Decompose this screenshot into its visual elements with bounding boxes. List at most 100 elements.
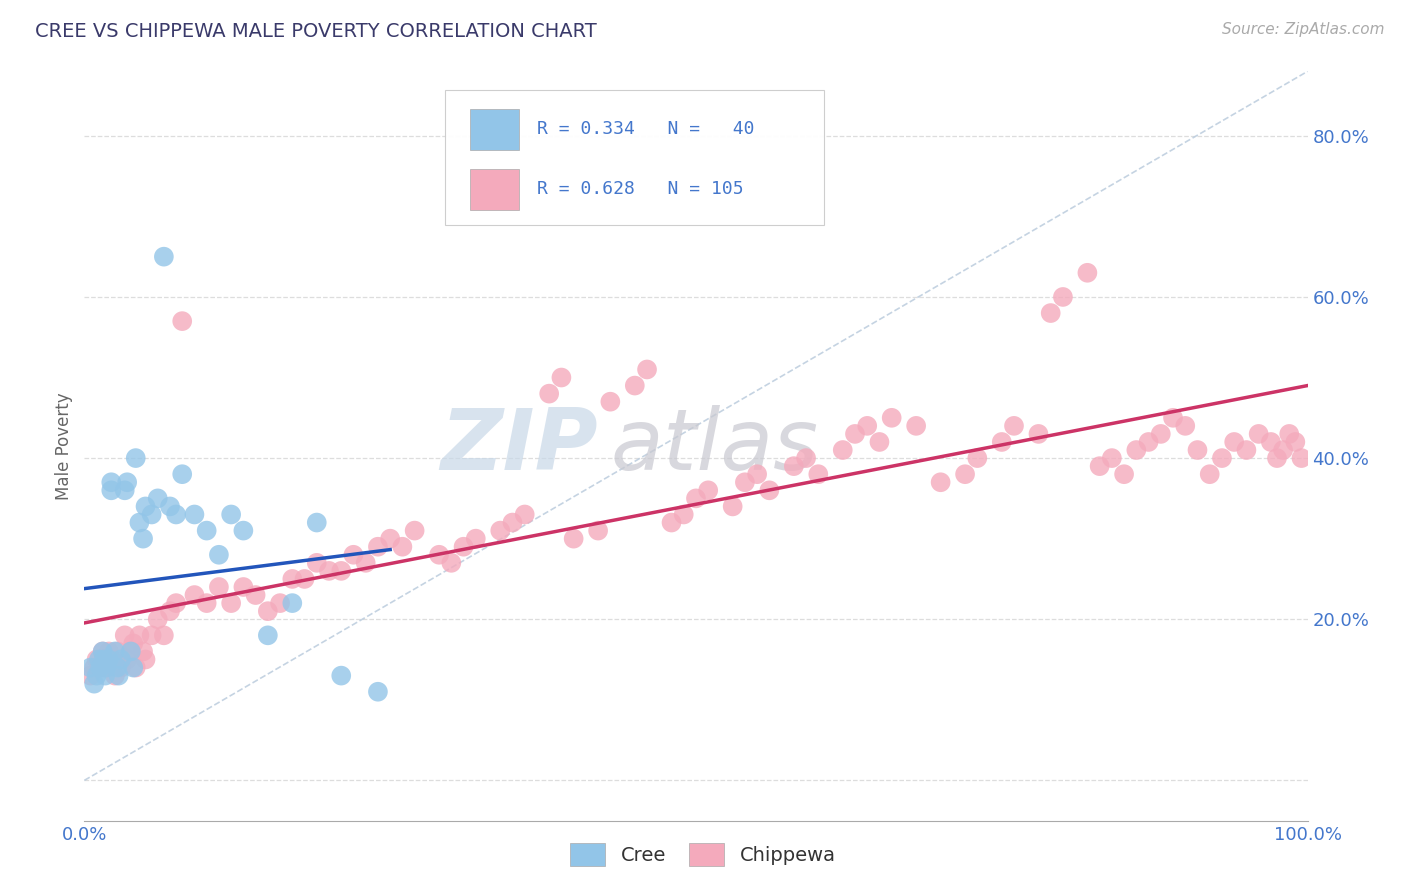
Point <box>330 564 353 578</box>
Point <box>87 652 110 666</box>
Point <box>586 524 609 538</box>
Point <box>122 636 145 650</box>
Point <box>159 604 181 618</box>
Point <box>672 508 695 522</box>
Point <box>1174 418 1197 433</box>
Point <box>141 628 163 642</box>
Point <box>105 644 128 658</box>
Point <box>367 684 389 698</box>
Text: R = 0.334   N =   40: R = 0.334 N = 40 <box>537 120 755 138</box>
Point <box>107 668 129 682</box>
Point <box>305 556 328 570</box>
Point <box>1002 418 1025 433</box>
Text: atlas: atlas <box>610 404 818 488</box>
Point <box>79 668 101 682</box>
Point <box>294 572 316 586</box>
Point <box>624 378 647 392</box>
Point <box>104 644 127 658</box>
Point <box>330 668 353 682</box>
Text: R = 0.628   N = 105: R = 0.628 N = 105 <box>537 180 744 198</box>
Point <box>219 508 242 522</box>
Point <box>685 491 707 506</box>
Point <box>1028 426 1050 441</box>
FancyBboxPatch shape <box>470 109 519 150</box>
Point <box>165 508 187 522</box>
Point <box>929 475 952 490</box>
Point <box>195 596 218 610</box>
Point <box>869 434 891 449</box>
Point <box>89 660 111 674</box>
Point <box>120 644 142 658</box>
Point <box>1150 426 1173 441</box>
Point <box>120 644 142 658</box>
Point <box>110 652 132 666</box>
Point <box>153 250 176 264</box>
Point <box>219 596 242 610</box>
Point <box>183 508 205 522</box>
Point <box>367 540 389 554</box>
Point <box>100 652 122 666</box>
Point <box>128 628 150 642</box>
Point <box>132 644 155 658</box>
Point <box>844 426 866 441</box>
Point <box>91 644 114 658</box>
Point <box>1198 467 1220 482</box>
Point <box>550 370 572 384</box>
Point <box>880 410 903 425</box>
Point <box>141 508 163 522</box>
Point <box>122 660 145 674</box>
Point <box>128 516 150 530</box>
Point <box>100 483 122 498</box>
Point <box>1161 410 1184 425</box>
Point <box>132 532 155 546</box>
Point <box>153 628 176 642</box>
Point <box>305 516 328 530</box>
Point <box>1211 451 1233 466</box>
Point <box>146 491 169 506</box>
Point <box>208 548 231 562</box>
Point <box>342 548 364 562</box>
FancyBboxPatch shape <box>470 169 519 210</box>
Point <box>513 508 536 522</box>
Point <box>1236 443 1258 458</box>
Point <box>354 556 377 570</box>
Point <box>96 660 118 674</box>
Point <box>159 500 181 514</box>
Point <box>1272 443 1295 458</box>
Point <box>125 660 148 674</box>
Point <box>489 524 512 538</box>
Point <box>183 588 205 602</box>
Point <box>747 467 769 482</box>
Point <box>538 386 561 401</box>
Point <box>1101 451 1123 466</box>
Point <box>97 644 120 658</box>
Point <box>599 394 621 409</box>
Point <box>281 596 304 610</box>
Point <box>1125 443 1147 458</box>
Point <box>1265 451 1288 466</box>
Point <box>807 467 830 482</box>
Point <box>232 580 254 594</box>
Point <box>783 459 806 474</box>
Point <box>89 660 111 674</box>
Point <box>172 314 194 328</box>
Point <box>1247 426 1270 441</box>
Point <box>318 564 340 578</box>
Point <box>905 418 928 433</box>
Point <box>281 572 304 586</box>
Point <box>1278 426 1301 441</box>
Point <box>953 467 976 482</box>
Point <box>91 644 114 658</box>
Point <box>1260 434 1282 449</box>
Point <box>1039 306 1062 320</box>
Point <box>758 483 780 498</box>
Point <box>734 475 756 490</box>
Point <box>125 451 148 466</box>
Point <box>991 434 1014 449</box>
Point <box>208 580 231 594</box>
Text: CREE VS CHIPPEWA MALE POVERTY CORRELATION CHART: CREE VS CHIPPEWA MALE POVERTY CORRELATIO… <box>35 22 598 41</box>
Point <box>114 628 136 642</box>
Point <box>661 516 683 530</box>
Point <box>257 604 280 618</box>
Point <box>79 660 101 674</box>
